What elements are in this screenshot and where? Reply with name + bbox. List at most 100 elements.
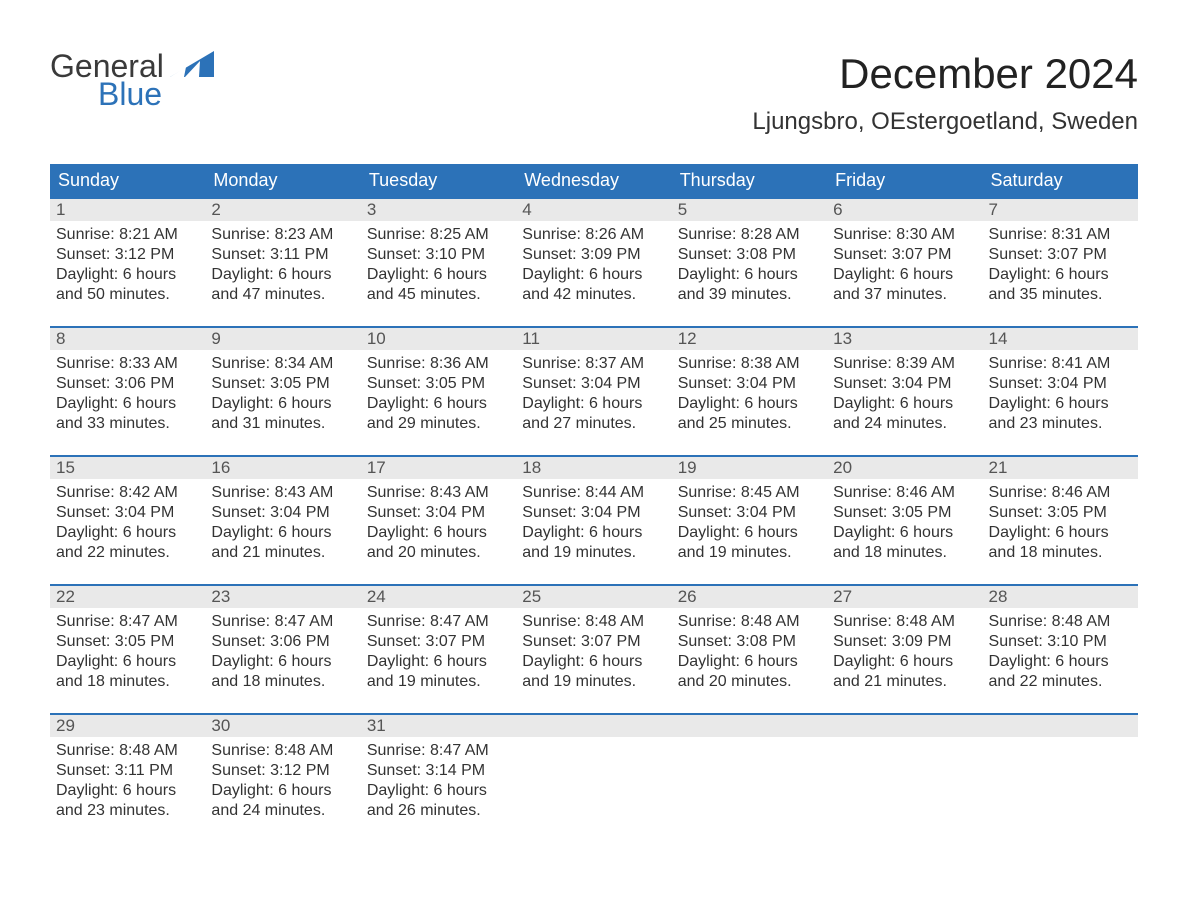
sunset-line: Sunset: 3:05 PM <box>56 632 199 652</box>
weekday-header: Tuesday <box>361 164 516 198</box>
calendar-cell: 12Sunrise: 8:38 AMSunset: 3:04 PMDayligh… <box>672 327 827 436</box>
day-number: 24 <box>361 586 516 608</box>
page-header: General Blue December 2024 Ljungsbro, OE… <box>50 50 1138 136</box>
sunrise-line: Sunrise: 8:44 AM <box>522 483 665 503</box>
daylight-line-1: Daylight: 6 hours <box>211 781 354 801</box>
daylight-line-1: Daylight: 6 hours <box>678 652 821 672</box>
day-content: Sunrise: 8:48 AMSunset: 3:12 PMDaylight:… <box>205 737 360 823</box>
day-number: 26 <box>672 586 827 608</box>
day-number: 20 <box>827 457 982 479</box>
day-content: Sunrise: 8:39 AMSunset: 3:04 PMDaylight:… <box>827 350 982 436</box>
sunset-line: Sunset: 3:04 PM <box>367 503 510 523</box>
daylight-line-1: Daylight: 6 hours <box>367 652 510 672</box>
day-content: Sunrise: 8:34 AMSunset: 3:05 PMDaylight:… <box>205 350 360 436</box>
location-subtitle: Ljungsbro, OEstergoetland, Sweden <box>752 108 1138 136</box>
day-content: Sunrise: 8:46 AMSunset: 3:05 PMDaylight:… <box>983 479 1138 565</box>
sunrise-line: Sunrise: 8:34 AM <box>211 354 354 374</box>
day-number: 2 <box>205 199 360 221</box>
calendar-cell: 13Sunrise: 8:39 AMSunset: 3:04 PMDayligh… <box>827 327 982 436</box>
day-number: 28 <box>983 586 1138 608</box>
sunset-line: Sunset: 3:05 PM <box>367 374 510 394</box>
sunset-line: Sunset: 3:07 PM <box>522 632 665 652</box>
day-content: Sunrise: 8:45 AMSunset: 3:04 PMDaylight:… <box>672 479 827 565</box>
daylight-line-2: and 33 minutes. <box>56 414 199 434</box>
day-number: 13 <box>827 328 982 350</box>
day-number: 16 <box>205 457 360 479</box>
sunset-line: Sunset: 3:04 PM <box>522 503 665 523</box>
day-content: Sunrise: 8:31 AMSunset: 3:07 PMDaylight:… <box>983 221 1138 307</box>
day-number: 31 <box>361 715 516 737</box>
day-content: Sunrise: 8:21 AMSunset: 3:12 PMDaylight:… <box>50 221 205 307</box>
day-content: Sunrise: 8:28 AMSunset: 3:08 PMDaylight:… <box>672 221 827 307</box>
daylight-line-2: and 18 minutes. <box>989 543 1132 563</box>
daylight-line-1: Daylight: 6 hours <box>211 265 354 285</box>
sunset-line: Sunset: 3:11 PM <box>211 245 354 265</box>
day-number: 14 <box>983 328 1138 350</box>
sunrise-line: Sunrise: 8:36 AM <box>367 354 510 374</box>
sunset-line: Sunset: 3:04 PM <box>833 374 976 394</box>
daylight-line-2: and 18 minutes. <box>211 672 354 692</box>
calendar-cell: 10Sunrise: 8:36 AMSunset: 3:05 PMDayligh… <box>361 327 516 436</box>
daylight-line-2: and 22 minutes. <box>56 543 199 563</box>
daylight-line-1: Daylight: 6 hours <box>833 265 976 285</box>
month-title: December 2024 <box>752 50 1138 98</box>
day-content: Sunrise: 8:25 AMSunset: 3:10 PMDaylight:… <box>361 221 516 307</box>
daylight-line-1: Daylight: 6 hours <box>833 652 976 672</box>
calendar-cell: 28Sunrise: 8:48 AMSunset: 3:10 PMDayligh… <box>983 585 1138 694</box>
daylight-line-2: and 35 minutes. <box>989 285 1132 305</box>
sunset-line: Sunset: 3:11 PM <box>56 761 199 781</box>
weekday-header: Wednesday <box>516 164 671 198</box>
daylight-line-2: and 23 minutes. <box>56 801 199 821</box>
calendar-cell: 30Sunrise: 8:48 AMSunset: 3:12 PMDayligh… <box>205 714 360 823</box>
sunrise-line: Sunrise: 8:43 AM <box>367 483 510 503</box>
daylight-line-2: and 25 minutes. <box>678 414 821 434</box>
day-number: 1 <box>50 199 205 221</box>
title-block: December 2024 Ljungsbro, OEstergoetland,… <box>752 50 1138 136</box>
calendar-cell <box>983 714 1138 823</box>
day-content: Sunrise: 8:41 AMSunset: 3:04 PMDaylight:… <box>983 350 1138 436</box>
sunset-line: Sunset: 3:06 PM <box>56 374 199 394</box>
daylight-line-1: Daylight: 6 hours <box>522 652 665 672</box>
daylight-line-1: Daylight: 6 hours <box>367 394 510 414</box>
daylight-line-1: Daylight: 6 hours <box>522 523 665 543</box>
empty-day <box>672 715 827 737</box>
calendar-cell: 31Sunrise: 8:47 AMSunset: 3:14 PMDayligh… <box>361 714 516 823</box>
day-content: Sunrise: 8:38 AMSunset: 3:04 PMDaylight:… <box>672 350 827 436</box>
calendar-cell: 16Sunrise: 8:43 AMSunset: 3:04 PMDayligh… <box>205 456 360 565</box>
sunrise-line: Sunrise: 8:30 AM <box>833 225 976 245</box>
calendar-cell: 9Sunrise: 8:34 AMSunset: 3:05 PMDaylight… <box>205 327 360 436</box>
sunrise-line: Sunrise: 8:47 AM <box>56 612 199 632</box>
sunrise-line: Sunrise: 8:48 AM <box>522 612 665 632</box>
sunset-line: Sunset: 3:09 PM <box>522 245 665 265</box>
sunset-line: Sunset: 3:12 PM <box>56 245 199 265</box>
day-number: 4 <box>516 199 671 221</box>
day-content: Sunrise: 8:37 AMSunset: 3:04 PMDaylight:… <box>516 350 671 436</box>
day-content: Sunrise: 8:47 AMSunset: 3:06 PMDaylight:… <box>205 608 360 694</box>
day-content: Sunrise: 8:44 AMSunset: 3:04 PMDaylight:… <box>516 479 671 565</box>
calendar-cell: 8Sunrise: 8:33 AMSunset: 3:06 PMDaylight… <box>50 327 205 436</box>
day-content: Sunrise: 8:48 AMSunset: 3:11 PMDaylight:… <box>50 737 205 823</box>
daylight-line-2: and 26 minutes. <box>367 801 510 821</box>
empty-day <box>827 715 982 737</box>
empty-day <box>983 715 1138 737</box>
daylight-line-1: Daylight: 6 hours <box>56 652 199 672</box>
daylight-line-1: Daylight: 6 hours <box>989 652 1132 672</box>
day-content: Sunrise: 8:30 AMSunset: 3:07 PMDaylight:… <box>827 221 982 307</box>
sunrise-line: Sunrise: 8:28 AM <box>678 225 821 245</box>
sunrise-line: Sunrise: 8:21 AM <box>56 225 199 245</box>
weekday-header: Friday <box>827 164 982 198</box>
calendar-head: SundayMondayTuesdayWednesdayThursdayFrid… <box>50 164 1138 198</box>
sunrise-line: Sunrise: 8:48 AM <box>989 612 1132 632</box>
day-content: Sunrise: 8:47 AMSunset: 3:07 PMDaylight:… <box>361 608 516 694</box>
calendar-cell: 6Sunrise: 8:30 AMSunset: 3:07 PMDaylight… <box>827 198 982 307</box>
calendar-cell: 2Sunrise: 8:23 AMSunset: 3:11 PMDaylight… <box>205 198 360 307</box>
calendar-cell: 5Sunrise: 8:28 AMSunset: 3:08 PMDaylight… <box>672 198 827 307</box>
day-number: 29 <box>50 715 205 737</box>
weekday-header: Sunday <box>50 164 205 198</box>
day-content: Sunrise: 8:48 AMSunset: 3:09 PMDaylight:… <box>827 608 982 694</box>
daylight-line-2: and 23 minutes. <box>989 414 1132 434</box>
daylight-line-1: Daylight: 6 hours <box>56 523 199 543</box>
daylight-line-1: Daylight: 6 hours <box>989 265 1132 285</box>
sunset-line: Sunset: 3:07 PM <box>367 632 510 652</box>
logo: General Blue <box>50 50 214 110</box>
